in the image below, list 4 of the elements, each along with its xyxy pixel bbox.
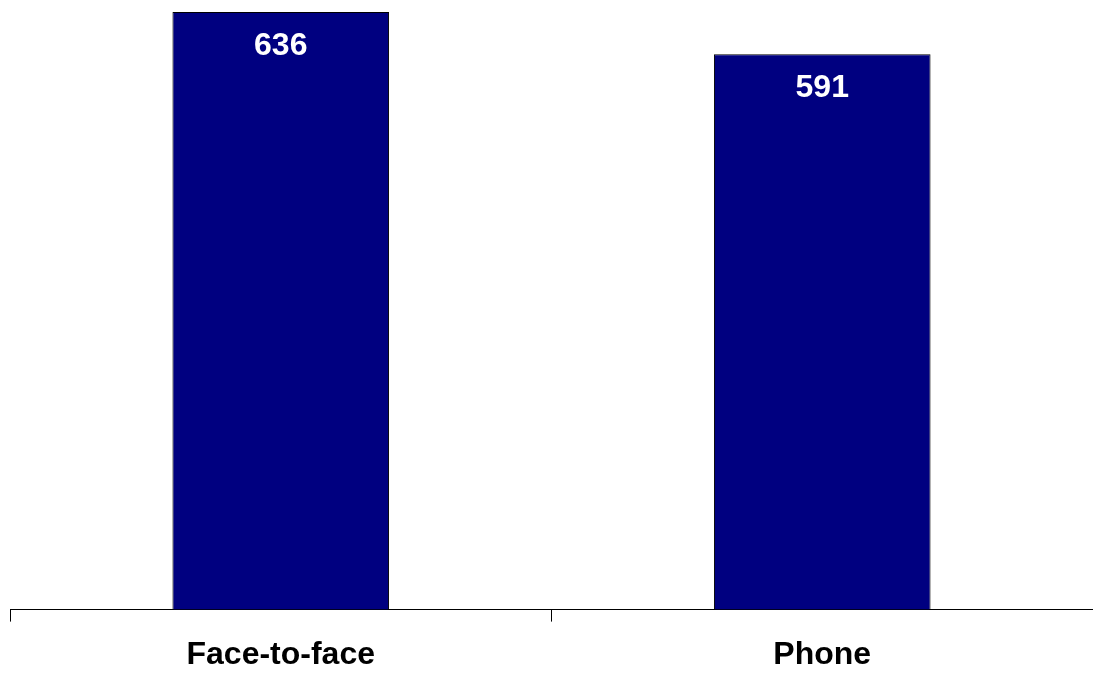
data-label: 636: [254, 25, 308, 62]
x-tick-label: Phone: [773, 634, 872, 671]
x-tick-label: Face-to-face: [186, 634, 375, 671]
data-label: 591: [795, 68, 849, 105]
